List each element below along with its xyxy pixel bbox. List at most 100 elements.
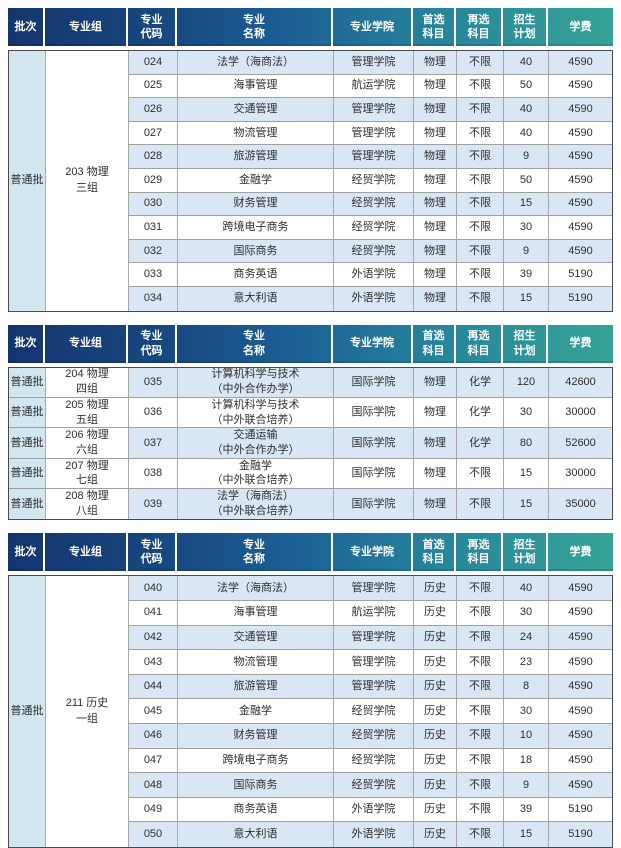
college-cell: 外语学院 bbox=[334, 263, 414, 286]
major-name-cell: 金融学 bbox=[178, 699, 334, 724]
major-name-cell: 商务英语 bbox=[178, 263, 334, 286]
tuition-cell: 4590 bbox=[568, 103, 593, 116]
enroll-plan-cell: 8 bbox=[504, 674, 549, 699]
major-name-cell: 法学（海商法） bbox=[178, 576, 334, 601]
table-row: 049 商务英语 外语学院 历史 不限 39 5190 bbox=[129, 797, 612, 823]
first-subject-cell: 物理 bbox=[414, 121, 457, 145]
enroll-plan-cell: 40 bbox=[504, 98, 549, 121]
rows-container: 024 法学（海商法） 管理学院 物理 不限 40 4590 025 海事管理 … bbox=[129, 51, 612, 311]
enroll-plan-cell: 24 bbox=[504, 625, 549, 650]
major-code-cell: 037 bbox=[129, 428, 178, 458]
enroll-plan-cell: 9 bbox=[504, 145, 549, 168]
tuition-cell: 5190 bbox=[568, 828, 593, 841]
header-college: 专业学院 bbox=[333, 324, 413, 363]
second-subject-cell: 不限 bbox=[457, 489, 504, 520]
table-row: 026 交通管理 管理学院 物理 不限 40 4590 bbox=[129, 98, 612, 122]
group-cell: 204 物理 四组 bbox=[46, 367, 129, 397]
major-name-cell: 商务英语 bbox=[178, 797, 334, 822]
table-row: 029 金融学 经贸学院 物理 不限 50 4590 bbox=[129, 168, 612, 193]
table-body: 普通批 211 历史 一组 040 法学（海商法） 管理学院 历史 不限 40 … bbox=[8, 575, 613, 848]
second-subject-cell: 化学 bbox=[457, 397, 504, 428]
second-subject-cell: 不限 bbox=[457, 724, 504, 748]
major-code-cell: 041 bbox=[129, 601, 178, 625]
enroll-plan-cell: 9 bbox=[504, 239, 549, 263]
enroll-plan-cell: 40 bbox=[504, 51, 549, 74]
table-row: 普通批 208 物理 八组 039 法学（海商法） （中外联合培养） 国际学院 … bbox=[9, 489, 612, 520]
first-subject-cell: 物理 bbox=[414, 192, 457, 216]
first-subject-cell: 物理 bbox=[414, 458, 457, 489]
first-subject-cell: 历史 bbox=[414, 576, 457, 601]
tuition-cell: 4590 bbox=[568, 704, 593, 717]
college-cell: 管理学院 bbox=[334, 121, 414, 145]
major-name-cell: 交通管理 bbox=[178, 98, 334, 121]
first-subject-cell: 历史 bbox=[414, 822, 457, 848]
header-first-subject: 首选 科目 bbox=[413, 324, 456, 363]
tuition-cell: 30000 bbox=[565, 406, 596, 419]
second-subject-cell: 不限 bbox=[457, 601, 504, 625]
table-row: 025 海事管理 航运学院 物理 不限 50 4590 bbox=[129, 74, 612, 99]
major-code-cell: 045 bbox=[129, 699, 178, 724]
admission-table-joint-programs: 批次 专业组 专业 代码 专业 名称 专业学院 首选 科目 再选 科目 招生 计… bbox=[8, 324, 613, 521]
college-cell: 管理学院 bbox=[334, 98, 414, 121]
major-name-cell: 物流管理 bbox=[178, 121, 334, 145]
second-subject-cell: 不限 bbox=[457, 576, 504, 601]
major-code-cell: 029 bbox=[129, 168, 178, 192]
first-subject-cell: 物理 bbox=[414, 428, 457, 458]
table-row: 031 跨境电子商务 经贸学院 物理 不限 30 4590 bbox=[129, 216, 612, 240]
table-row: 普通批 207 物理 七组 038 金融学 （中外联合培养） 国际学院 物理 不… bbox=[9, 458, 612, 490]
major-code-cell: 038 bbox=[129, 458, 178, 489]
college-cell: 经贸学院 bbox=[334, 699, 414, 724]
header-batch: 批次 bbox=[8, 533, 45, 572]
header-batch: 批次 bbox=[8, 324, 45, 363]
college-cell: 外语学院 bbox=[334, 822, 414, 848]
major-code-cell: 034 bbox=[129, 286, 178, 311]
tuition-cell: 4590 bbox=[568, 606, 593, 619]
table-row: 041 海事管理 航运学院 历史 不限 30 4590 bbox=[129, 601, 612, 626]
first-subject-cell: 物理 bbox=[414, 489, 457, 520]
major-code-cell: 039 bbox=[129, 489, 178, 520]
batch-cell: 普通批 bbox=[9, 397, 46, 428]
group-cell: 211 历史 一组 bbox=[46, 576, 129, 848]
header-group: 专业组 bbox=[45, 324, 128, 363]
college-cell: 经贸学院 bbox=[334, 168, 414, 192]
tuition-cell: 4590 bbox=[568, 150, 593, 163]
college-cell: 经贸学院 bbox=[334, 748, 414, 773]
first-subject-cell: 物理 bbox=[414, 263, 457, 286]
second-subject-cell: 不限 bbox=[457, 263, 504, 286]
major-code-cell: 027 bbox=[129, 121, 178, 145]
first-subject-cell: 历史 bbox=[414, 773, 457, 797]
major-name-cell: 跨境电子商务 bbox=[178, 216, 334, 239]
table-header: 批次 专业组 专业 代码 专业 名称 专业学院 首选 科目 再选 科目 招生 计… bbox=[8, 324, 613, 363]
major-name-cell: 交通管理 bbox=[178, 625, 334, 650]
major-name-cell: 国际商务 bbox=[178, 773, 334, 797]
header-first-subject: 首选 科目 bbox=[413, 8, 456, 46]
table-row: 032 国际商务 经贸学院 物理 不限 9 4590 bbox=[129, 239, 612, 264]
college-cell: 航运学院 bbox=[334, 74, 414, 98]
major-code-cell: 050 bbox=[129, 822, 178, 848]
first-subject-cell: 物理 bbox=[414, 216, 457, 239]
tuition-cell: 4590 bbox=[568, 680, 593, 693]
major-code-cell: 040 bbox=[129, 576, 178, 601]
tuition-cell: 5190 bbox=[568, 803, 593, 816]
college-cell: 经贸学院 bbox=[334, 724, 414, 748]
table-row: 普通批 206 物理 六组 037 交通运输 （中外合作办学） 国际学院 物理 … bbox=[9, 428, 612, 459]
major-code-cell: 032 bbox=[129, 239, 178, 263]
major-code-cell: 046 bbox=[129, 724, 178, 748]
major-code-cell: 028 bbox=[129, 145, 178, 168]
enroll-plan-cell: 30 bbox=[504, 397, 549, 428]
major-name-cell: 海事管理 bbox=[178, 74, 334, 98]
enroll-plan-cell: 80 bbox=[504, 428, 549, 458]
college-cell: 管理学院 bbox=[334, 625, 414, 650]
major-code-cell: 025 bbox=[129, 74, 178, 98]
table-row: 043 物流管理 管理学院 历史 不限 23 4590 bbox=[129, 650, 612, 675]
college-cell: 国际学院 bbox=[334, 367, 414, 397]
header-second-subject: 再选 科目 bbox=[456, 324, 503, 363]
second-subject-cell: 不限 bbox=[457, 192, 504, 216]
college-cell: 经贸学院 bbox=[334, 216, 414, 239]
second-subject-cell: 不限 bbox=[457, 51, 504, 74]
tuition-cell: 5190 bbox=[568, 292, 593, 305]
major-code-cell: 049 bbox=[129, 797, 178, 822]
college-cell: 管理学院 bbox=[334, 576, 414, 601]
table-row: 033 商务英语 外语学院 物理 不限 39 5190 bbox=[129, 263, 612, 287]
college-cell: 国际学院 bbox=[334, 489, 414, 520]
